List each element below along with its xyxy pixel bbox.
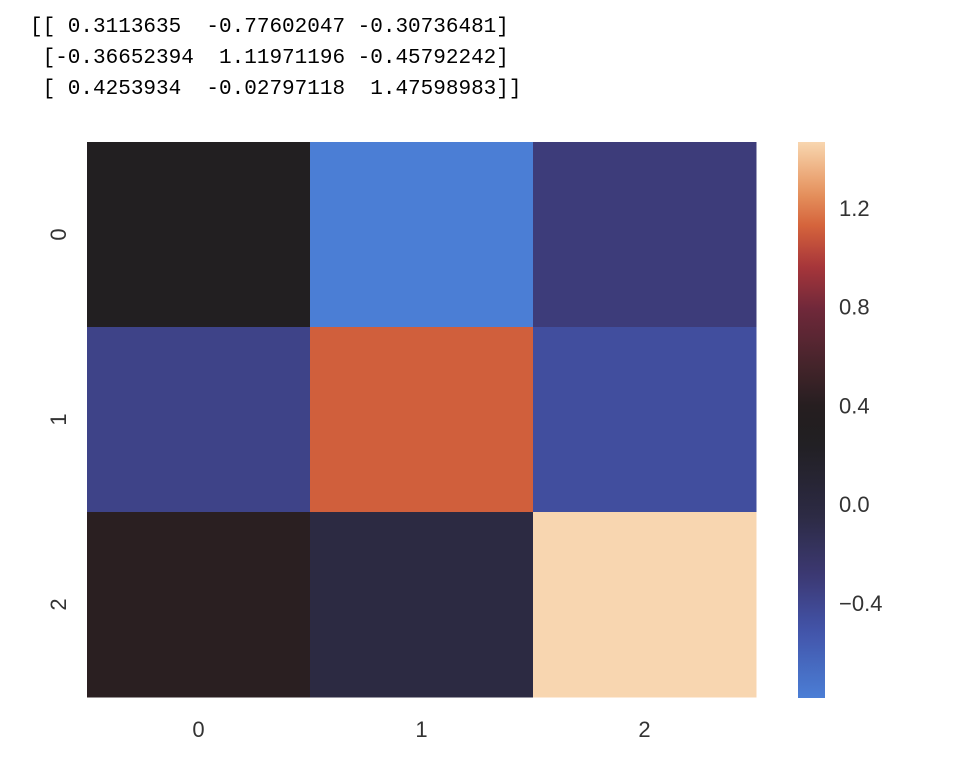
y-tick-label: 0 (46, 228, 71, 240)
heatmap-cells (87, 142, 757, 698)
colorbar-tick-label: 0.4 (839, 393, 870, 418)
console-output: [[ 0.3113635 -0.77602047 -0.30736481] [-… (30, 12, 521, 105)
colorbar-tick-label: 0.0 (839, 492, 870, 517)
heatmap-cell (87, 327, 311, 513)
console-line: [ 0.4253934 -0.02797118 1.47598983]] (30, 78, 522, 101)
x-axis-ticks: 0 1 2 (192, 717, 650, 742)
heatmap-cell (310, 512, 534, 698)
heatmap-cell (87, 512, 311, 698)
heatmap-cell (310, 142, 534, 328)
x-tick-label: 2 (638, 717, 650, 742)
colorbar-tick-label: 1.2 (839, 196, 870, 221)
colorbar (798, 142, 825, 698)
y-axis-ticks: 0 1 2 (46, 228, 71, 610)
heatmap-cell (533, 142, 757, 328)
colorbar-tick-label: 0.8 (839, 295, 870, 320)
x-tick-label: 0 (192, 717, 204, 742)
heatmap-cell (87, 142, 311, 328)
y-tick-label: 2 (46, 598, 71, 610)
y-tick-label: 1 (46, 413, 71, 425)
heatmap-cell (310, 327, 534, 513)
heatmap-cell (533, 512, 757, 698)
colorbar-tick-label: −0.4 (839, 591, 882, 616)
colorbar-ticks: −0.4 0.0 0.4 0.8 1.2 (839, 196, 882, 616)
console-line: [[ 0.3113635 -0.77602047 -0.30736481] (30, 16, 509, 39)
x-tick-label: 1 (415, 717, 427, 742)
heatmap-cell (533, 327, 757, 513)
console-line: [-0.36652394 1.11971196 -0.45792242] (30, 47, 509, 70)
